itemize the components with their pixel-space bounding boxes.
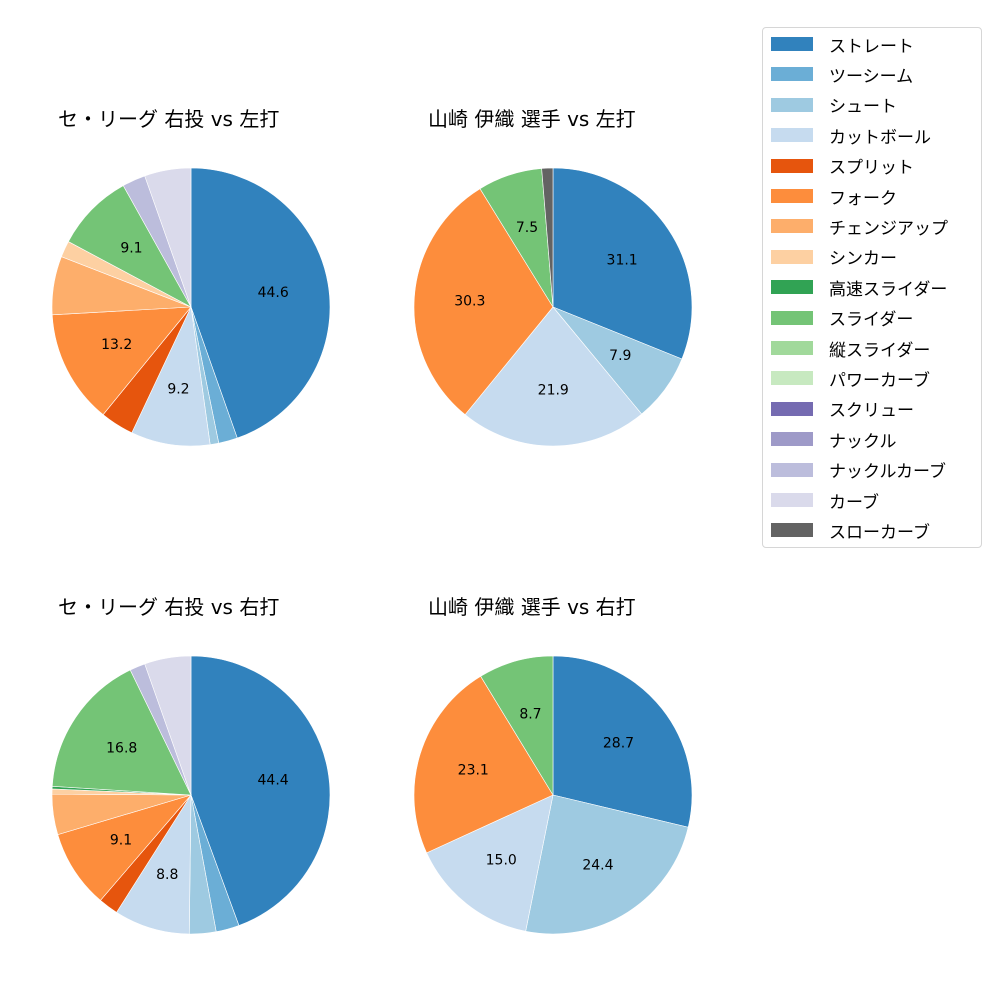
legend-swatch [771, 128, 813, 143]
chart-title-league-vs-left: セ・リーグ 右投 vs 左打 [58, 107, 280, 131]
legend-label: パワーカーブ [829, 370, 930, 391]
legend-item: スライダー [771, 308, 914, 331]
legend-item: スローカーブ [771, 520, 930, 543]
legend-swatch [771, 401, 813, 416]
pie-slice [413, 188, 554, 416]
slice-label: 9.1 [120, 241, 142, 257]
pie-slice [480, 655, 554, 797]
pie-slice [67, 185, 192, 308]
slice-label: 23.1 [458, 763, 489, 779]
legend-label: スライダー [829, 310, 914, 331]
legend-swatch [771, 158, 813, 173]
legend-label: ツーシーム [829, 66, 914, 87]
pie-slice [525, 794, 689, 935]
legend-item: パワーカーブ [771, 368, 930, 391]
legend-swatch [771, 280, 813, 295]
legend-label: シュート [829, 97, 897, 118]
legend-swatch [771, 432, 813, 447]
chart-title-league-vs-right: セ・リーグ 右投 vs 右打 [58, 595, 280, 619]
slice-label: 24.4 [582, 857, 613, 873]
legend-label: スプリット [829, 158, 914, 179]
pie-slice [190, 655, 331, 926]
pie-slice [144, 167, 192, 308]
legend-swatch [771, 67, 813, 82]
pie-slice [552, 655, 693, 828]
pie-slice [51, 306, 192, 416]
pie-slice [541, 167, 554, 308]
slice-label: 21.9 [538, 382, 569, 398]
legend-label: スローカーブ [829, 522, 930, 543]
slice-label: 44.4 [258, 772, 289, 788]
legend-swatch [771, 310, 813, 325]
legend-swatch [771, 371, 813, 386]
legend-label: ナックル [829, 431, 897, 452]
pie-slice [131, 305, 211, 447]
legend-swatch [771, 249, 813, 264]
legend-label: チェンジアップ [829, 218, 948, 239]
slice-label: 16.8 [106, 741, 137, 757]
slice-label: 7.5 [516, 220, 538, 236]
legend-item: シュート [771, 95, 897, 118]
chart-title-player-vs-left: 山崎 伊織 選手 vs 左打 [428, 107, 636, 131]
slice-label: 44.6 [258, 285, 289, 301]
legend-item: カットボール [771, 125, 931, 148]
legend-swatch [771, 493, 813, 507]
legend-item: ストレート [771, 34, 914, 57]
legend-item: チェンジアップ [771, 216, 948, 239]
legend-label: フォーク [829, 188, 897, 209]
legend-label: スクリュー [829, 401, 914, 422]
pie-slice [552, 167, 693, 360]
legend-label: 縦スライダー [829, 340, 931, 361]
slice-label: 9.1 [110, 832, 132, 848]
legend-label: カーブ [829, 492, 879, 513]
pie-slice [190, 167, 331, 439]
legend-label: 高速スライダー [829, 279, 948, 300]
legend-label: シンカー [829, 249, 897, 270]
legend-item: 高速スライダー [771, 277, 948, 300]
legend-swatch [771, 189, 813, 203]
legend-item: カーブ [771, 490, 879, 513]
slice-label: 8.7 [519, 707, 541, 723]
slice-label: 13.2 [101, 337, 132, 353]
legend-item: ナックルカーブ [771, 460, 946, 483]
chart-title-player-vs-right: 山崎 伊織 選手 vs 右打 [428, 595, 636, 619]
slice-label: 31.1 [607, 252, 638, 268]
pie-slice [413, 675, 554, 854]
legend-swatch [771, 219, 813, 234]
legend-swatch [771, 523, 813, 538]
legend-swatch [771, 341, 813, 355]
legend-swatch [771, 37, 813, 51]
slice-label: 30.3 [454, 294, 485, 310]
slice-label: 7.9 [609, 348, 631, 364]
legend-item: スクリュー [771, 399, 914, 422]
legend-item: フォーク [771, 186, 897, 209]
pie-slice [144, 655, 192, 796]
legend: ストレートツーシームシュートカットボール スプリットフォークチェンジアップ シンカー… [762, 27, 982, 548]
pie-slice [426, 794, 554, 932]
legend-label: ストレート [829, 36, 914, 57]
legend-item: シンカー [771, 247, 897, 270]
legend-item: 縦スライダー [771, 338, 931, 361]
legend-label: ナックルカーブ [829, 462, 946, 483]
legend-swatch [771, 97, 813, 112]
legend-item: ツーシーム [771, 64, 914, 87]
legend-item: スプリット [771, 156, 914, 179]
slice-label: 15.0 [486, 852, 517, 868]
legend-item: ナックル [771, 429, 897, 452]
pie-slice [51, 669, 192, 796]
pie-slice [57, 794, 192, 901]
pie-slice [464, 306, 643, 447]
slice-label: 28.7 [603, 735, 634, 751]
slice-label: 9.2 [167, 381, 189, 397]
legend-swatch [771, 462, 813, 477]
slice-label: 8.8 [156, 867, 178, 883]
legend-label: カットボール [829, 127, 931, 148]
